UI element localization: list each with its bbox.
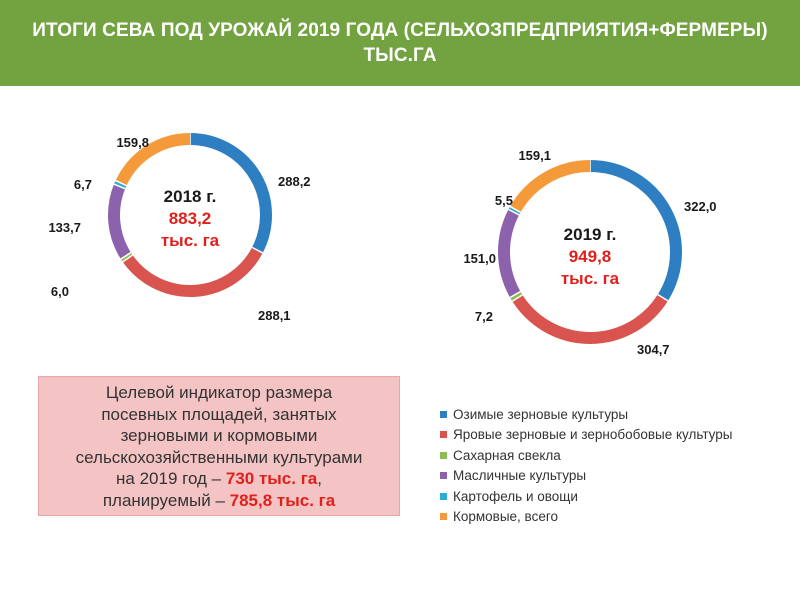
donut-separator (511, 294, 523, 302)
legend-label: Сахарная свекла (453, 447, 561, 463)
slide-header: ИТОГИ СЕВА ПОД УРОЖАЙ 2019 ГОДА (СЕЛЬХОЗ… (0, 0, 800, 86)
donut-separator (251, 246, 264, 254)
legend-swatch (440, 513, 447, 521)
donut-chart-2018: 288,2 288,1 6,0 133,7 6,7 159,8 2018 г. 883,2… (40, 120, 340, 340)
data-label-forage: 159,1 (518, 148, 551, 163)
data-label-oilseed: 151,0 (463, 251, 496, 266)
legend-label: Масличные культуры (453, 468, 587, 484)
donut-center-label-2019: 2019 г. 949,8 тыс. га (530, 224, 650, 290)
donut-segment-spring-grain (122, 247, 263, 297)
data-label-spring-grain: 288,1 (258, 308, 291, 323)
data-label-spring-grain: 304,7 (637, 342, 670, 357)
data-label-oilseed: 133,7 (48, 220, 81, 235)
donut-separator (508, 208, 520, 216)
indicator-line-6: планируемый – 785,8 тыс. га (39, 490, 399, 512)
donut-segment-winter-grain (189, 133, 272, 253)
donut-segment-forage (115, 133, 191, 186)
legend-label: Яровые зерновые и зернобобовые культуры (453, 427, 733, 443)
indicator-line-6-prefix: планируемый – (102, 490, 230, 510)
indicator-line-5-prefix: на 2019 год – (116, 469, 226, 488)
legend-item: Яровые зерновые и зернобобовые культуры (440, 425, 790, 446)
donut-chart-2019: 322,0 304,7 7,2 151,0 5,5 159,1 2019 г. 949,8… (440, 130, 760, 360)
data-label-winter-grain: 288,2 (278, 174, 311, 189)
chart-legend: Озимые зерновые культуры Яровые зерновые… (440, 404, 790, 527)
slide-title-line-1: ИТОГИ СЕВА ПОД УРОЖАЙ 2019 ГОДА (СЕЛЬХОЗ… (32, 20, 768, 41)
indicator-line-5: на 2019 год – 730 тыс. га, (39, 468, 399, 490)
donut-separator (509, 290, 521, 299)
donut-separator (657, 293, 669, 302)
donut-separator (122, 254, 134, 263)
donut-segment-spring-grain (512, 294, 668, 344)
donut-separator (120, 251, 132, 260)
indicator-line-1: Целевой индикатор размера (105, 383, 333, 402)
target-indicator-box: Целевой индикатор размера посевных площа… (38, 376, 400, 516)
data-label-sugar-beet: 7,2 (475, 309, 493, 324)
donut-center-unit-2018: тыс. га (160, 231, 220, 250)
legend-swatch (440, 472, 447, 480)
legend-swatch (440, 492, 447, 500)
data-label-potato-veg: 6,7 (74, 177, 92, 192)
legend-item: Кормовые, всего (440, 507, 790, 528)
legend-item: Масличные культуры (440, 466, 790, 487)
donut-center-unit-2019: тыс. га (560, 269, 620, 288)
donut-chart-2018-svg: 288,2 288,1 6,0 133,7 6,7 159,8 (48, 133, 311, 323)
indicator-target-value: 730 тыс. га (225, 469, 318, 488)
legend-swatch (440, 431, 447, 439)
donut-center-year-2018: 2018 г. (163, 187, 217, 206)
legend-label: Кормовые, всего (453, 509, 558, 525)
legend-item: Сахарная свекла (440, 445, 790, 466)
donut-center-year-2019: 2019 г. (563, 225, 617, 244)
legend-swatch (440, 410, 447, 418)
legend-item: Картофель и овощи (440, 486, 790, 507)
indicator-line-5-suffix: , (317, 469, 322, 488)
indicator-planned-value: 785,8 тыс. га (229, 490, 336, 510)
donut-segment-oilseed (108, 184, 132, 260)
indicator-line-2: посевных площадей, занятых (101, 404, 337, 424)
donut-segment-oilseed (498, 209, 521, 298)
donut-center-label-2018: 2018 г. 883,2 тыс. га (130, 186, 250, 252)
donut-segment-winter-grain (589, 160, 682, 301)
donut-segment-forage (510, 160, 591, 213)
donut-separator (115, 179, 127, 187)
donut-center-total-2018: 883,2 (168, 209, 212, 228)
donut-center-total-2019: 949,8 (568, 247, 612, 266)
data-label-sugar-beet: 6,0 (51, 284, 69, 299)
slide-title-line-2: ТЫС.ГА (363, 45, 437, 66)
legend-label: Озимые зерновые культуры (453, 406, 629, 422)
indicator-line-3: зерновыми и кормовыми (120, 426, 318, 445)
data-label-potato-veg: 5,5 (495, 193, 513, 208)
donut-separator (509, 205, 521, 214)
legend-item: Озимые зерновые культуры (440, 404, 790, 425)
data-label-winter-grain: 322,0 (684, 199, 717, 214)
indicator-line-4: сельскохозяйственными культурами (75, 447, 363, 467)
donut-separator (113, 183, 126, 190)
legend-swatch (440, 451, 447, 459)
legend-label: Картофель и овощи (453, 488, 578, 504)
data-label-forage: 159,8 (116, 135, 149, 150)
donut-chart-2019-svg: 322,0 304,7 7,2 151,0 5,5 159,1 (463, 148, 717, 357)
